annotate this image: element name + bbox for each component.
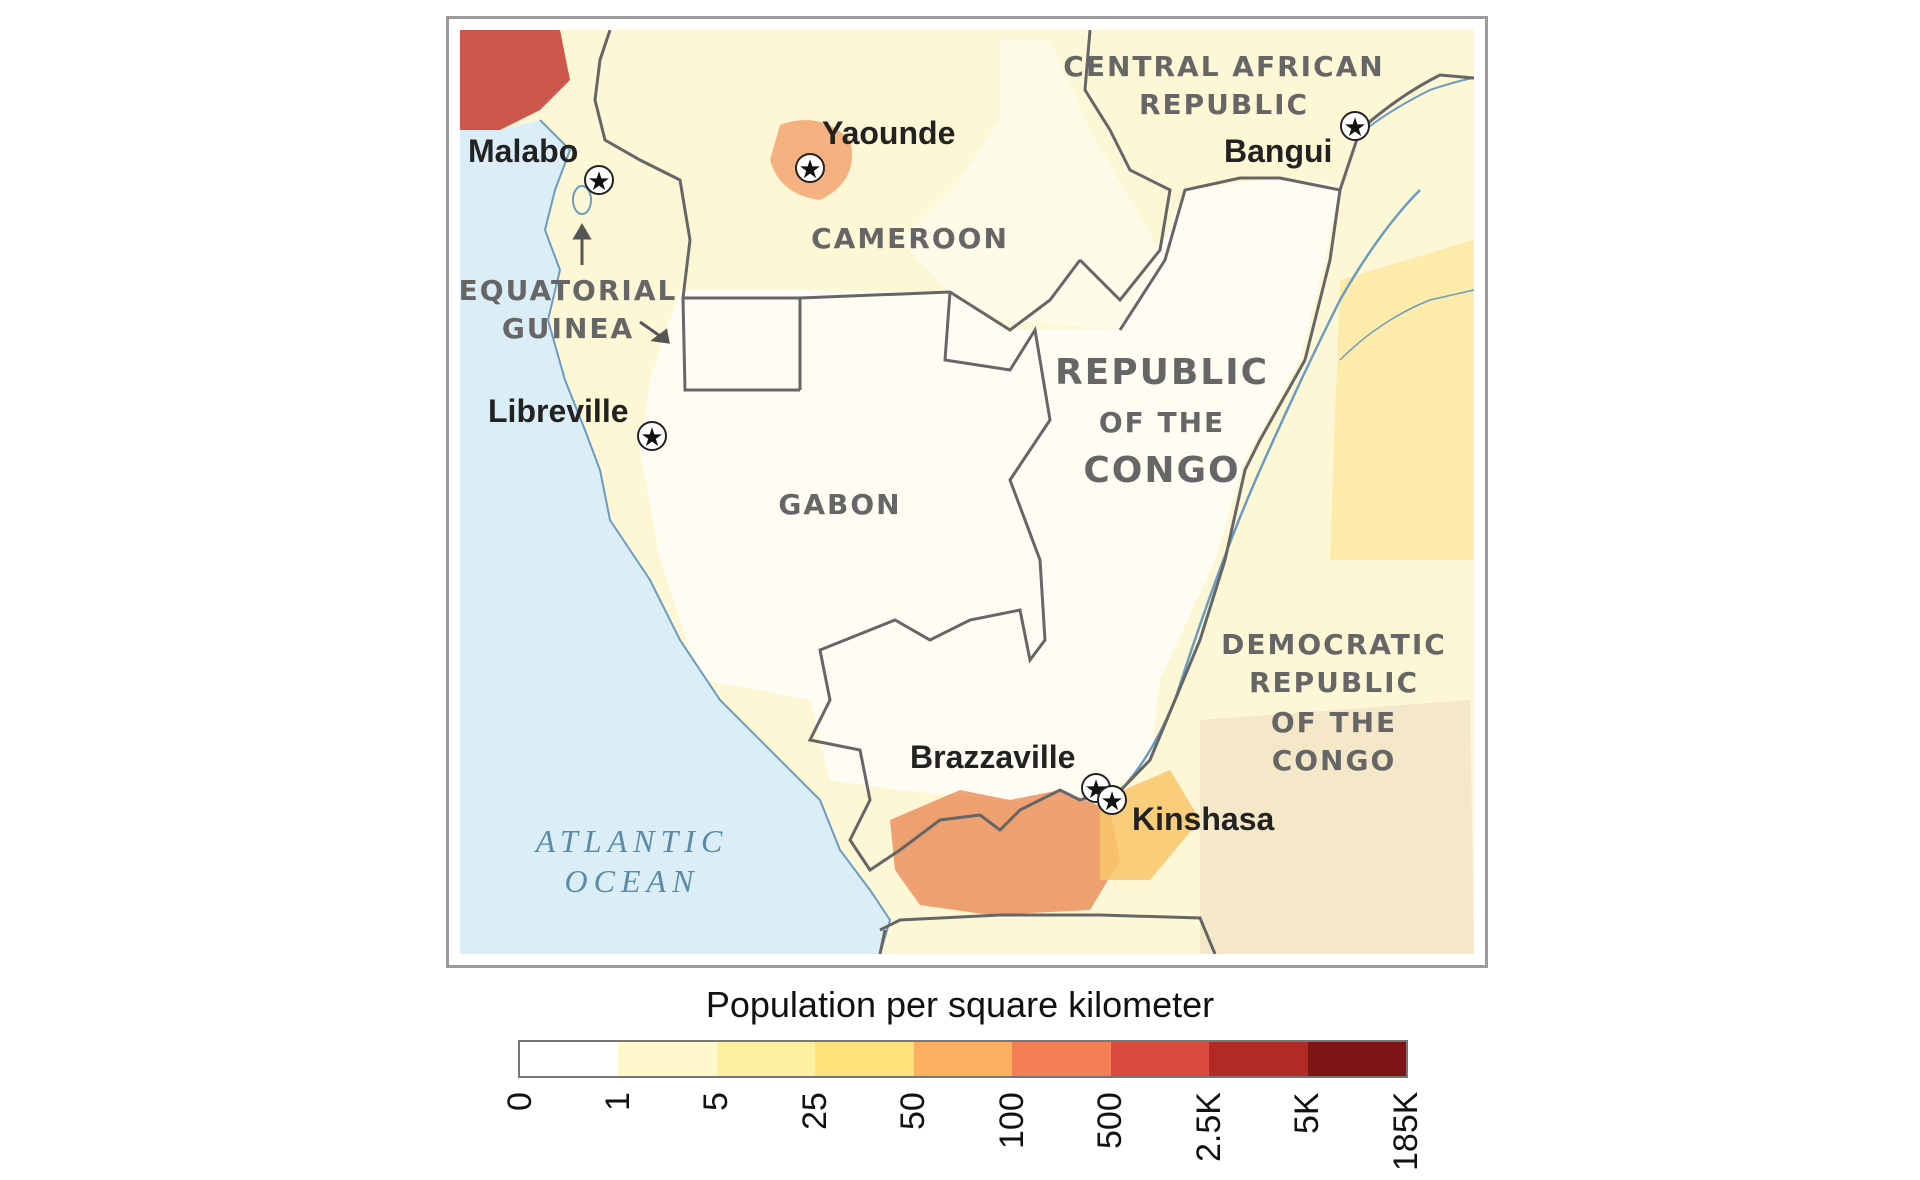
low-density-region [640, 178, 1340, 800]
country-label-cameroon: CAMEROON [811, 222, 1009, 255]
legend-swatch [618, 1042, 717, 1076]
legend-tick-label: 1 [598, 1092, 637, 1111]
legend-swatch [1012, 1042, 1111, 1076]
city-label-libreville: Libreville [488, 393, 629, 429]
svg-text:★: ★ [587, 167, 610, 197]
city-label-malabo: Malabo [468, 133, 578, 169]
country-label-car-2: REPUBLIC [1139, 88, 1309, 121]
medium-density-east [1330, 240, 1474, 560]
country-label-drc-2: REPUBLIC [1249, 666, 1419, 699]
atlantic-ocean [460, 120, 890, 954]
star-icon-bangui: ★ [1340, 111, 1370, 143]
star-icon-malabo: ★ [584, 165, 614, 197]
legend-tick-label: 5K [1288, 1092, 1327, 1134]
country-label-drc-1: DEMOCRATIC [1221, 628, 1447, 661]
high-density-south [890, 790, 1120, 915]
river-east [1339, 289, 1474, 361]
country-label-drc-3: OF THE [1271, 706, 1397, 739]
legend-tick-label: 25 [795, 1092, 834, 1130]
bioko-island [572, 185, 592, 215]
svg-text:★: ★ [1343, 113, 1366, 143]
country-label-roc-1: REPUBLIC [1055, 352, 1269, 393]
country-label-drc-4: CONGO [1272, 744, 1397, 777]
svg-text:★: ★ [640, 423, 663, 453]
legend-tick-label: 5 [697, 1092, 736, 1111]
ubangi-river [1364, 77, 1474, 131]
city-label-bangui: Bangui [1224, 133, 1332, 169]
svg-text:★: ★ [1100, 787, 1123, 817]
country-label-roc-3: CONGO [1083, 450, 1240, 491]
city-label-yaounde: Yaounde [822, 115, 955, 151]
coastline [539, 119, 892, 954]
city-label-kinshasa: Kinshasa [1132, 801, 1274, 837]
legend-swatch [520, 1042, 619, 1076]
country-label-eq-guinea-2: GUINEA [502, 312, 634, 345]
legend-tick-label: 500 [1091, 1092, 1130, 1149]
eq-guinea-arrows [572, 223, 670, 344]
svg-text:★: ★ [798, 155, 821, 185]
country-label-roc-2: OF THE [1099, 406, 1225, 439]
star-icon-yaounde: ★ [795, 153, 825, 185]
legend-title: Population per square kilometer [705, 984, 1215, 1025]
legend-tick-label: 185K [1386, 1091, 1425, 1171]
country-label-eq-guinea-1: EQUATORIAL [460, 274, 677, 307]
star-icon-libreville: ★ [637, 421, 667, 453]
country-borders [593, 30, 1474, 954]
legend-swatch [1110, 1042, 1210, 1076]
legend-color-bar [518, 1040, 1408, 1078]
capital-markers: ★ ★ ★ ★ ★ ★ [584, 111, 1370, 817]
ocean-label-2: OCEAN [565, 863, 700, 899]
legend-swatch [1307, 1042, 1406, 1076]
country-label-gabon: GABON [778, 488, 901, 521]
legend-swatch [716, 1042, 816, 1076]
legend-swatch [1209, 1042, 1308, 1076]
low-density-cameroon-east [900, 40, 1160, 330]
legend-tick-label: 0 [500, 1092, 539, 1111]
legend-swatch [815, 1042, 914, 1076]
city-label-brazzaville: Brazzaville [910, 739, 1075, 775]
star-icon-kinshasa: ★ [1097, 785, 1127, 817]
legend-tick-label: 50 [894, 1092, 933, 1130]
high-density-nw [460, 30, 570, 130]
legend-tick-label: 100 [992, 1092, 1031, 1149]
legend-swatch [913, 1042, 1013, 1076]
ocean-label-1: ATLANTIC [534, 823, 729, 859]
population-density-map: ★ ★ ★ ★ ★ ★ Malabo Yaounde Bangui Librev… [460, 30, 1474, 954]
legend-tick-label: 2.5K [1189, 1092, 1228, 1162]
country-label-car-1: CENTRAL AFRICAN [1063, 50, 1384, 83]
medium-density-drc [1200, 700, 1474, 954]
